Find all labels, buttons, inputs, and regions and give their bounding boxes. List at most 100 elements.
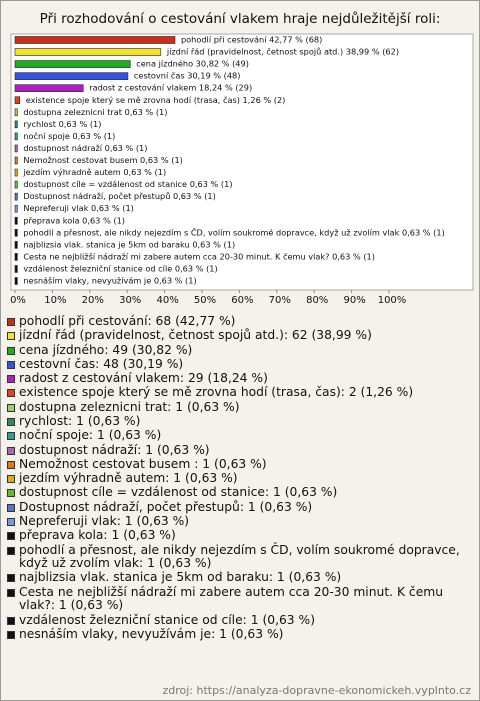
legend-label: dostupna zeleznicni trat: 1 (0,63 %) [19, 399, 240, 414]
bar-label: jízdní řád (pravidelnost, četnost spojů … [166, 47, 399, 57]
bar-label: radost z cestování vlakem 18,24 % (29) [89, 83, 252, 93]
legend-item: nesnáším vlaky, nevyužívám je: 1 (0,63 %… [7, 626, 469, 642]
legend-swatch [7, 318, 15, 326]
x-tick-label: 30% [119, 295, 141, 306]
bar [14, 168, 18, 177]
legend-label: najblizsia vlak. stanica je 5km od barak… [19, 570, 342, 585]
legend-label: dostupnost nádraží: 1 (0,63 %) [19, 442, 210, 457]
bar-label: rychlost 0,63 % (1) [23, 119, 101, 129]
bar [14, 132, 18, 141]
legend-label: pohodlí při cestování: 68 (42,77 %) [19, 314, 236, 328]
bar-label: nesnáším vlaky, nevyužívám je 0,63 % (1) [23, 276, 196, 286]
legend: pohodlí při cestování: 68 (42,77 %) jízdn… [7, 314, 469, 642]
bar [14, 108, 18, 117]
x-tick-label: 90% [343, 295, 365, 306]
bar-label: jezdím výhradně autem 0,63 % (1) [22, 167, 166, 177]
legend-swatch [7, 417, 15, 426]
bar [14, 144, 18, 153]
bar-label: vzdálenost železniční stanice od cíle 0,… [23, 263, 217, 273]
bar-label: najblizsia vlak. stanica je 5km od barak… [23, 239, 235, 249]
bar [14, 120, 18, 129]
legend-swatch [7, 460, 15, 469]
bar-label: pohodlí a přesnost, ale nikdy nejezdím s… [23, 226, 444, 237]
bar [14, 156, 18, 165]
legend-item: pohodlí a přesnost, ale nikdy nejezdím s… [7, 543, 469, 571]
bar-label: dostupnost nádraží 0,63 % (1) [23, 143, 147, 153]
bar [14, 216, 18, 225]
x-tick-label: 100% [378, 295, 407, 306]
legend-item: existence spoje který se mě zrovna hodí … [7, 386, 469, 400]
legend-item: noční spoje: 1 (0,63 %) [7, 429, 469, 443]
bar [14, 192, 18, 201]
bar [14, 204, 18, 213]
legend-label: rychlost: 1 (0,63 %) [19, 413, 141, 428]
bar [14, 229, 18, 237]
legend-swatch [7, 475, 15, 484]
legend-item: Dostupnost nádraží, počet přestupů: 1 (0… [7, 499, 469, 515]
legend-item: pohodlí při cestování: 68 (42,77 %) [7, 314, 469, 329]
legend-item: radost z cestování vlakem: 29 (18,24 %) [7, 372, 469, 386]
legend-item: jízdní řád (pravidelnost, četnost spojů … [7, 329, 469, 343]
x-tick-label: 70% [269, 295, 291, 306]
legend-item: Cesta ne nejbližší nádraží mi zabere aut… [7, 585, 469, 613]
legend-item: dostupna zeleznicni trat: 1 (0,63 %) [7, 399, 469, 415]
x-tick-label: 80% [306, 295, 328, 306]
legend-label: jízdní řád (pravidelnost, četnost spojů … [19, 328, 372, 343]
source: zdroj: https://analyza-dopravne-ekonomic… [162, 684, 471, 697]
legend-swatch [7, 517, 15, 526]
bar [14, 253, 18, 261]
legend-label: Dostupnost nádraží, počet přestupů: 1 (0… [19, 499, 313, 514]
bar [14, 277, 18, 285]
legend-swatch [7, 446, 15, 455]
legend-label: radost z cestování vlakem: 29 (18,24 %) [19, 371, 268, 386]
legend-item: jezdím výhradně autem: 1 (0,63 %) [7, 471, 469, 486]
legend-swatch [7, 432, 15, 441]
bar-label: Nemožnost cestovat busem 0,63 % (1) [23, 155, 183, 165]
legend-swatch [7, 616, 15, 625]
legend-label: Nemožnost cestovat busem : 1 (0,63 %) [19, 456, 267, 471]
legend-swatch [7, 630, 15, 639]
legend-swatch [7, 375, 15, 384]
bar-label: pohodlí při cestování 42,77 % (68) [181, 35, 322, 45]
legend-item: cestovní čas: 48 (30,19 %) [7, 356, 469, 372]
bar-label: Nepreferuji vlak 0,63 % (1) [23, 203, 134, 213]
legend-label: nesnáším vlaky, nevyužívám je: 1 (0,63 %… [19, 626, 284, 641]
legend-label: cestovní čas: 48 (30,19 %) [19, 356, 184, 371]
legend-label: existence spoje který se mě zrovna hodí … [19, 385, 414, 400]
legend-label: noční spoje: 1 (0,63 %) [19, 428, 162, 443]
bar-label: cena jízdného 30,82 % (49) [136, 59, 249, 69]
legend-item: cena jízdného: 49 (30,82 %) [7, 343, 469, 358]
bar [14, 84, 84, 92]
legend-swatch [7, 574, 15, 583]
legend-swatch [7, 503, 15, 512]
legend-label: jezdím výhradně autem: 1 (0,63 %) [19, 471, 238, 486]
bar [14, 265, 18, 273]
legend-item: dostupnost cíle = vzdálenost od stanice:… [7, 486, 469, 500]
legend-item: Nepreferuji vlak: 1 (0,63 %) [7, 514, 469, 529]
legend-swatch [7, 332, 15, 341]
x-tick-label: 20% [82, 295, 104, 306]
bar [14, 72, 129, 80]
bar [14, 241, 18, 249]
bar [14, 180, 18, 189]
bar [14, 36, 176, 44]
legend-label: vzdálenost železniční stanice od cíle: 1… [19, 612, 316, 627]
legend-swatch [7, 389, 15, 398]
x-tick-label: 50% [194, 295, 216, 306]
legend-item: vzdálenost železniční stanice od cíle: 1… [7, 612, 469, 628]
legend-swatch [7, 346, 15, 355]
bar-label: noční spoje 0,63 % (1) [23, 131, 115, 141]
legend-swatch [7, 588, 15, 597]
bar-label: dostupnost cíle = vzdálenost od stanice … [23, 179, 232, 189]
x-tick-label: 60% [231, 295, 253, 306]
x-tick-label: 40% [156, 295, 178, 306]
chart: Při rozhodování o cestování vlakem hraje… [10, 11, 474, 306]
legend-swatch [7, 489, 15, 498]
bar [14, 96, 21, 105]
bar [14, 60, 131, 68]
bar-label: dostupna zeleznicni trat 0,63 % (1) [23, 107, 167, 117]
legend-swatch [7, 532, 15, 541]
bar-label: přeprava kola 0,63 % (1) [23, 215, 125, 225]
legend-item: najblizsia vlak. stanica je 5km od barak… [7, 571, 469, 585]
